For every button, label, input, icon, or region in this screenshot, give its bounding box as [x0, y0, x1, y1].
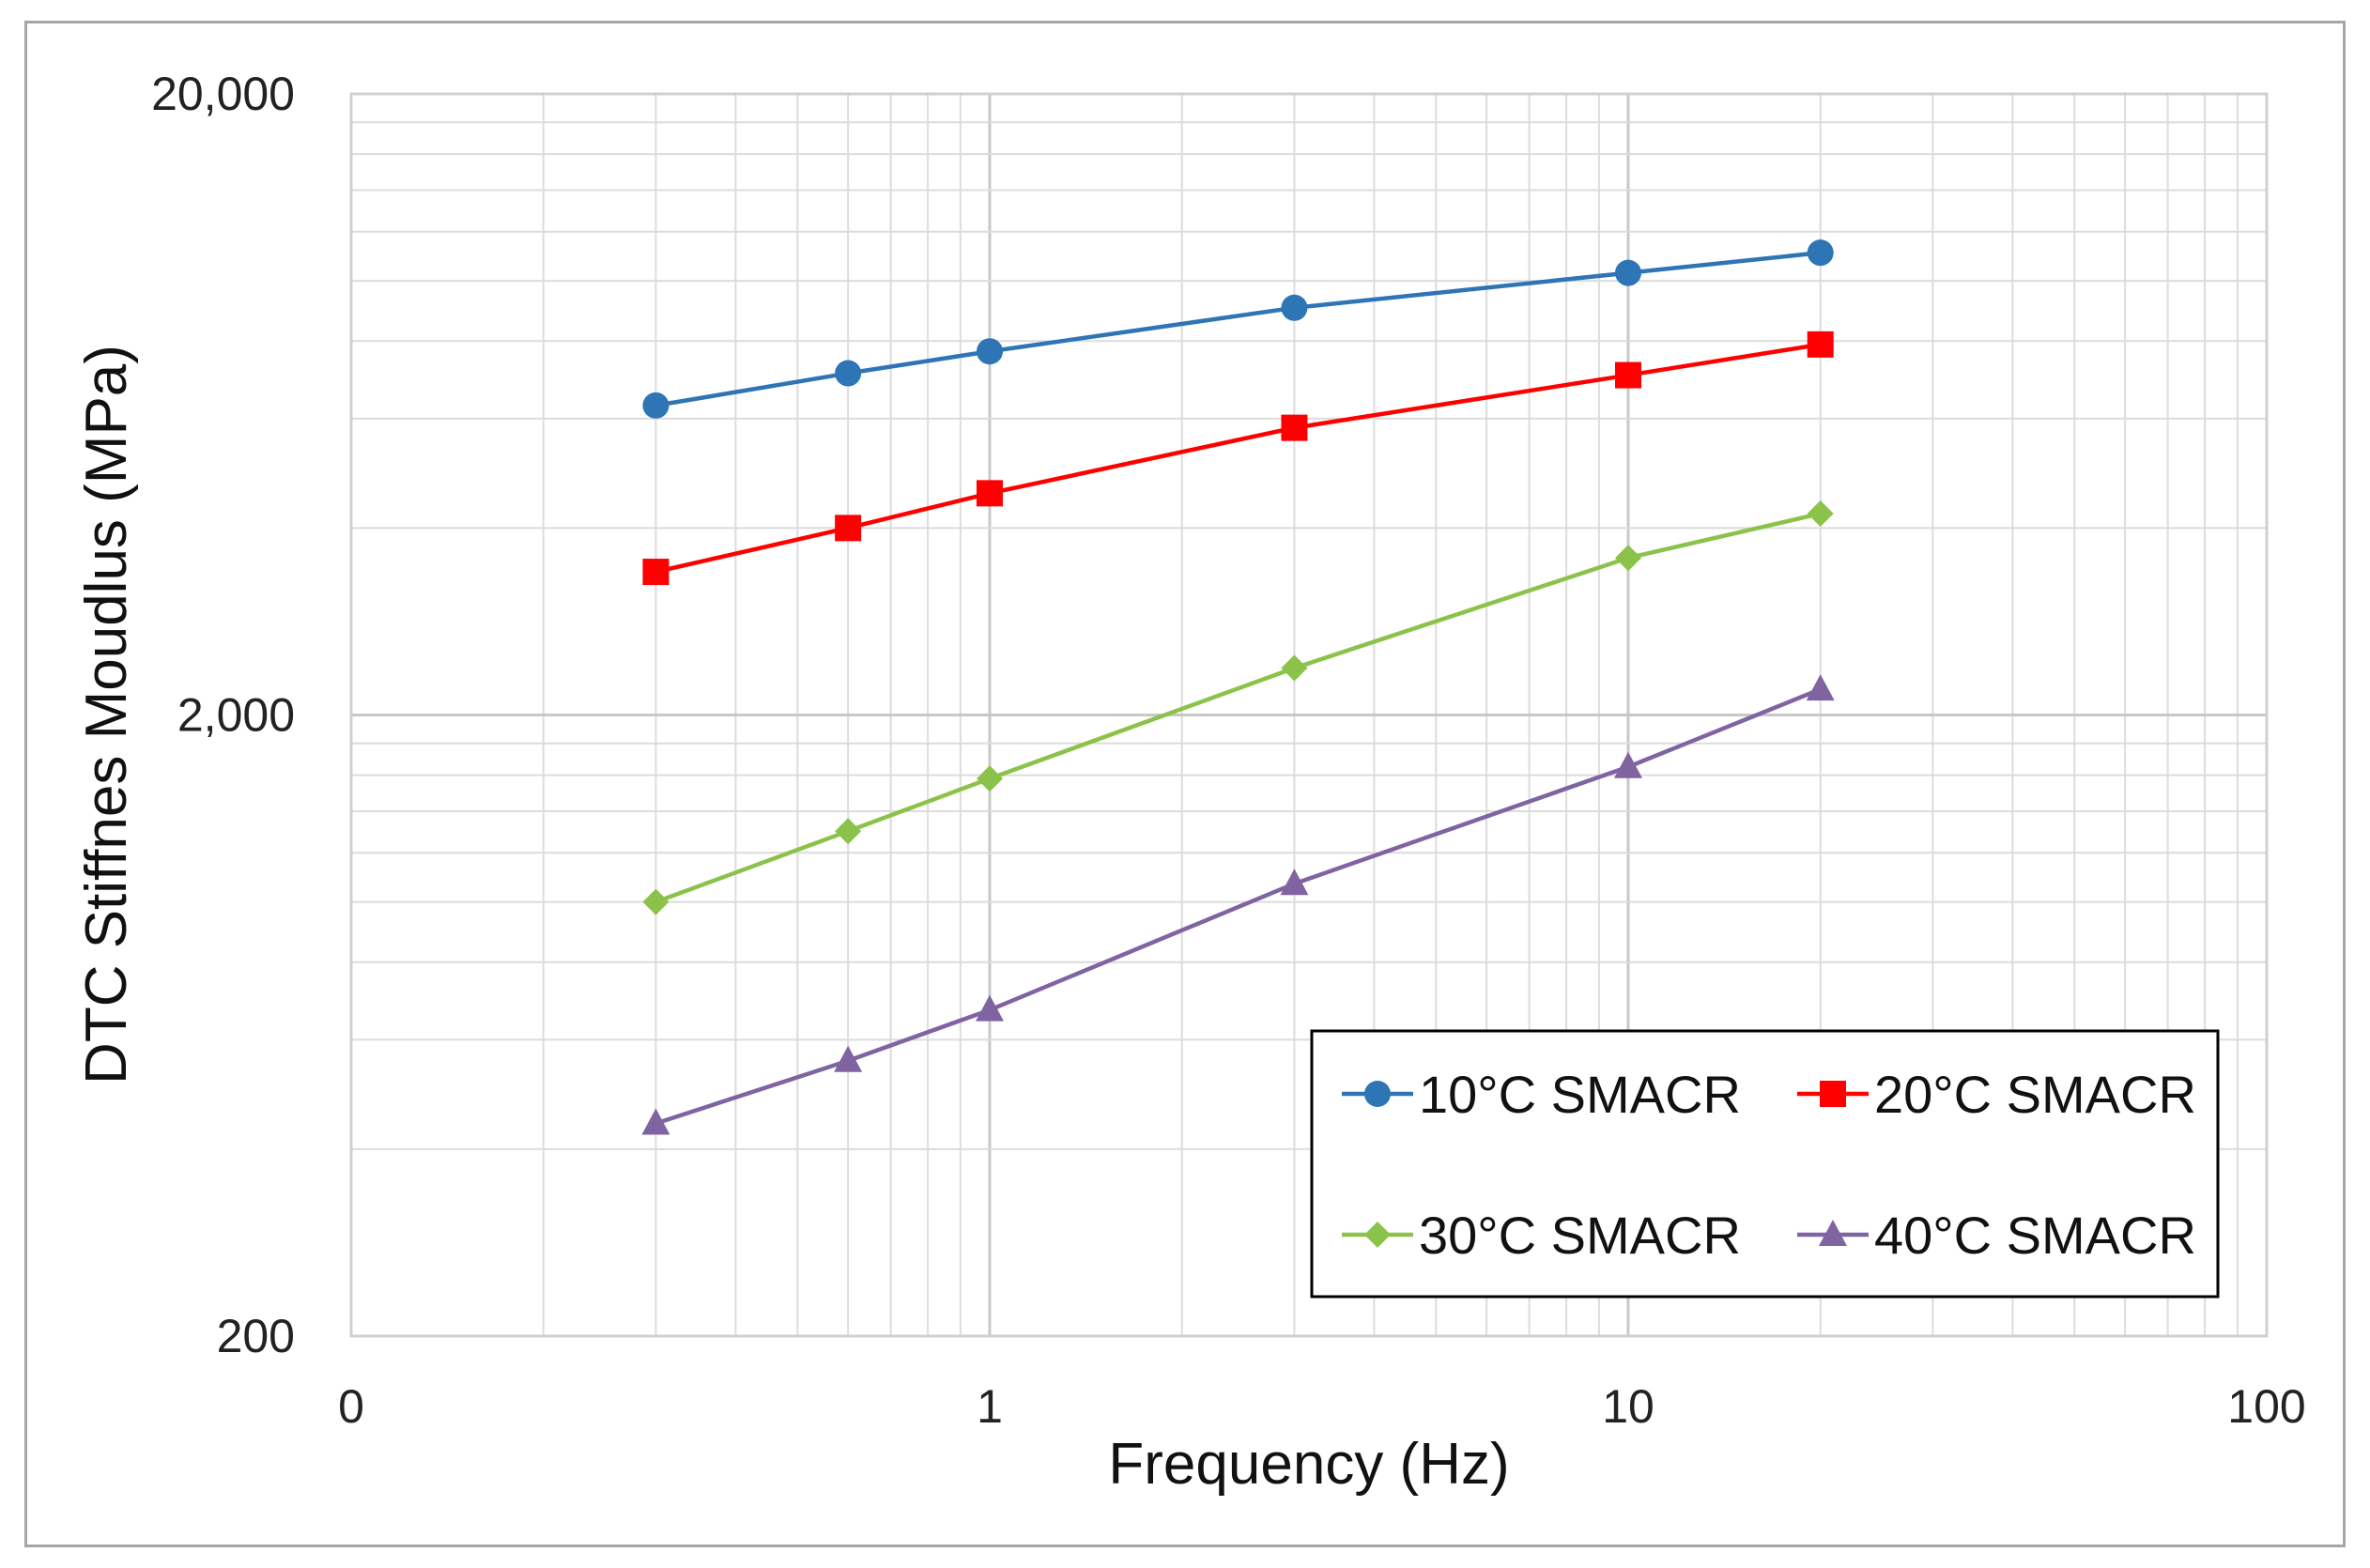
data-point: [1807, 331, 1834, 358]
data-point: [1615, 361, 1641, 389]
x-tick-label: 10: [1602, 1380, 1654, 1433]
series-10-c-smacr: [642, 239, 1834, 419]
data-point: [1806, 674, 1835, 701]
series-line: [654, 511, 1822, 904]
data-point: [1614, 751, 1642, 778]
series-layer: [641, 239, 1835, 1135]
legend-items: 10°C SMACR 20°C SMACR 30°C SMACR 40°C SMACR: [1342, 1065, 2196, 1265]
series-line: [654, 342, 1822, 575]
data-point: [641, 1108, 670, 1135]
data-point: [1615, 545, 1641, 572]
data-point: [1364, 1081, 1391, 1107]
data-point: [642, 888, 669, 915]
legend-label: 40°C SMACR: [1874, 1206, 2196, 1265]
data-point: [642, 392, 669, 419]
data-point: [1807, 500, 1834, 527]
legend-item: 40°C SMACR: [1797, 1206, 2196, 1265]
data-point: [1820, 1081, 1846, 1107]
data-point: [977, 338, 1003, 365]
data-point: [1281, 414, 1308, 441]
data-point: [976, 994, 1004, 1022]
data-point: [1364, 1222, 1391, 1248]
legend: 10°C SMACR 20°C SMACR 30°C SMACR 40°C SMACR: [1310, 1029, 2220, 1299]
data-point: [642, 559, 669, 586]
y-tick-label: 20,000: [151, 68, 295, 120]
legend-box: [1310, 1029, 2220, 1299]
legend-item: 30°C SMACR: [1342, 1206, 1741, 1265]
data-point: [1281, 294, 1308, 321]
y-tick-label: 200: [217, 1310, 295, 1362]
x-tick-label: 100: [2227, 1380, 2305, 1433]
legend-item: 10°C SMACR: [1342, 1065, 1741, 1124]
data-point: [835, 360, 862, 387]
series-line: [655, 250, 1821, 408]
data-point: [1807, 239, 1834, 267]
series-line: [654, 687, 1822, 1126]
data-point: [1615, 259, 1641, 286]
chart-frame: 0 1 10 100 20,000 2,000 200 Frequency (Hz) DTC…: [24, 21, 2346, 1547]
plot-area: [349, 92, 2269, 1338]
y-tick-label: 2,000: [177, 689, 295, 742]
series-20-c-smacr: [642, 331, 1834, 586]
x-tick-label: 1: [977, 1380, 1003, 1433]
y-axis-title: DTC Stiffnes Moudlus (MPa): [74, 345, 139, 1084]
series-40-c-smacr: [641, 674, 1835, 1135]
data-point: [1819, 1220, 1847, 1246]
data-point: [977, 480, 1003, 507]
data-point: [1280, 869, 1309, 896]
data-point: [834, 1045, 863, 1072]
legend-item: 20°C SMACR: [1797, 1065, 2196, 1124]
legend-label: 10°C SMACR: [1419, 1065, 1741, 1124]
series-30-c-smacr: [642, 500, 1834, 915]
legend-label: 20°C SMACR: [1874, 1065, 2196, 1124]
x-axis-title: Frequency (Hz): [1108, 1432, 1509, 1497]
data-point: [977, 765, 1003, 792]
data-point: [835, 515, 862, 542]
data-point: [835, 818, 862, 845]
legend-label: 30°C SMACR: [1419, 1206, 1741, 1265]
tick-layer: 0 1 10 100 20,000 2,000 200: [151, 68, 2306, 1433]
x-tick-label: 0: [338, 1380, 364, 1433]
chart-svg: 0 1 10 100 20,000 2,000 200 Frequency (Hz) DTC…: [74, 68, 2306, 1497]
data-point: [1281, 654, 1308, 682]
